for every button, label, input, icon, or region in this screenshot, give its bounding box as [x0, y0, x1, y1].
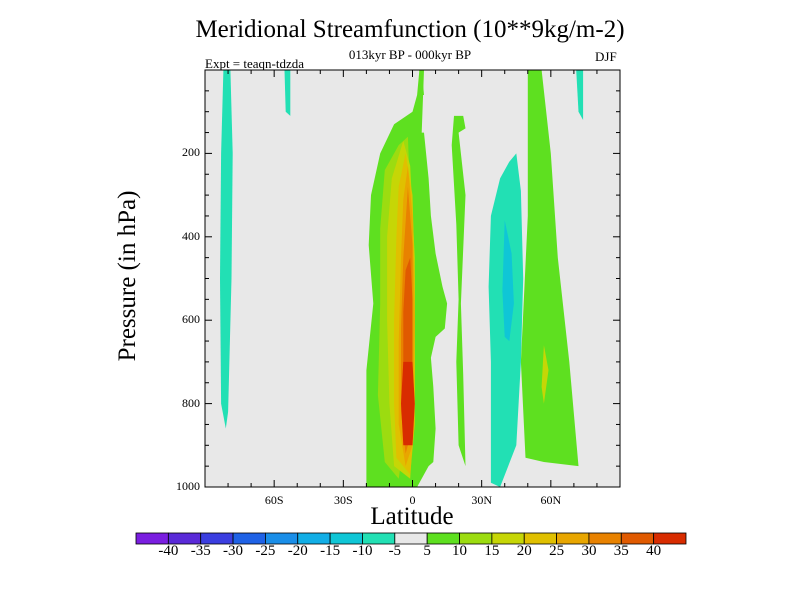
y-tick-label: 200	[182, 145, 200, 160]
contour-region-nh-high-lat-band	[520, 70, 579, 467]
colorbar-label: 10	[452, 543, 468, 559]
experiment-label: Expt = teaqn-tdzda	[205, 56, 305, 71]
contour-region-north-tip	[419, 70, 424, 95]
season-label: DJF	[595, 49, 617, 64]
contour-region-nh-small-cell	[576, 70, 584, 120]
contour-region-sh-high-lat-cell	[220, 70, 233, 429]
colorbar-label: 40	[646, 543, 662, 559]
chart-subtitle: 013kyr BP - 000kyr BP	[348, 47, 472, 62]
contour-region-nh-cell-5	[541, 345, 549, 404]
colorbar-label: 20	[516, 543, 532, 559]
colorbar-label: -20	[287, 543, 308, 559]
x-axis-label: Latitude	[370, 503, 454, 530]
contour-region-south-dark-core	[401, 361, 415, 446]
colorbar-label: 35	[613, 543, 629, 559]
y-tick-label: 400	[182, 228, 200, 243]
x-tick-label: 30N	[471, 493, 492, 507]
contour-fill-layer	[220, 70, 584, 487]
y-tick-label: 600	[182, 312, 200, 327]
colorbar-label: -40	[158, 543, 179, 559]
contour-region-nh-core	[502, 220, 514, 342]
chart-title: Meridional Streamfunction (10**9kg/m-2)	[195, 16, 625, 43]
colorbar-swatch	[653, 532, 687, 545]
colorbar-label: -25	[255, 543, 276, 559]
contour-region-nh-subtropical-green	[451, 115, 466, 467]
colorbar-label: -35	[190, 543, 211, 559]
x-tick-label: 0	[409, 493, 416, 507]
y-tick-label: 1000	[176, 479, 200, 493]
x-tick-label: 60S	[264, 493, 284, 507]
colorbar-label: 30	[581, 543, 597, 559]
colorbar-label: 25	[549, 543, 565, 559]
colorbar-label: -15	[320, 543, 341, 559]
colorbar-label: 15	[484, 543, 500, 559]
colorbar-label: -30	[223, 543, 244, 559]
contour-region-sh-small-cell	[284, 70, 291, 116]
axis-ticks-layer	[204, 69, 621, 488]
colorbar-label: -5	[388, 543, 402, 559]
colorbar	[135, 532, 687, 545]
colorbar-label: 5	[423, 543, 431, 559]
x-tick-label: 30S	[333, 493, 353, 507]
colorbar-label: -10	[352, 543, 373, 559]
y-tick-label: 800	[182, 395, 200, 410]
x-tick-label: 60N	[540, 493, 562, 507]
